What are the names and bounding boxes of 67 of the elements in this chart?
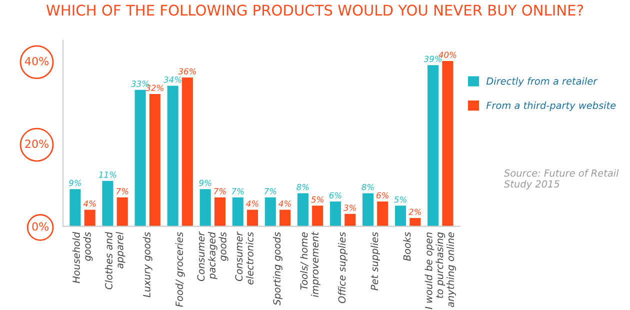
bar xyxy=(297,193,308,226)
x-tick-label: Office supplies xyxy=(338,232,348,304)
bar xyxy=(410,218,421,226)
bar xyxy=(232,197,244,226)
y-tick-label: 40% xyxy=(24,56,48,66)
bar xyxy=(264,197,276,226)
bar xyxy=(116,197,128,226)
x-tick-label: I would be open to purchasing anything online xyxy=(424,232,456,310)
bar xyxy=(312,206,324,226)
y-tick-label: 0% xyxy=(32,222,48,231)
data-label: 11% xyxy=(98,172,116,178)
data-label: 7% xyxy=(214,188,226,194)
data-label: 9% xyxy=(68,180,82,186)
bar xyxy=(246,210,258,226)
bar xyxy=(442,60,454,226)
bar xyxy=(214,197,226,226)
data-label: 36% xyxy=(178,68,196,74)
bar xyxy=(200,189,211,226)
data-label: 5% xyxy=(311,196,324,203)
bar xyxy=(84,210,96,226)
x-tick-label: Clothes and apparel xyxy=(104,232,126,290)
bar xyxy=(330,202,341,226)
bar xyxy=(280,210,291,226)
data-label: 3% xyxy=(344,204,356,211)
data-label: 33% xyxy=(131,80,149,87)
x-tick-label: Books xyxy=(403,232,411,261)
data-label: 7% xyxy=(232,188,244,194)
bar xyxy=(167,86,178,226)
x-tick-label: Sporting goods xyxy=(273,232,282,306)
x-tick-label: Tools/ home improvement xyxy=(300,232,320,297)
data-label: 7% xyxy=(116,188,128,194)
y-tick-label: 20% xyxy=(25,140,48,148)
bar xyxy=(182,78,193,226)
legend-label: Directly from a retailer xyxy=(486,77,598,87)
x-tick-label: Household goods xyxy=(72,232,93,284)
data-label: 6% xyxy=(329,192,342,198)
source-note: Source: Future of Retail Study 2015 xyxy=(504,169,619,190)
data-label: 34% xyxy=(164,76,182,83)
bar xyxy=(428,65,439,226)
data-label: 2% xyxy=(408,208,422,216)
data-label: 39% xyxy=(424,56,442,62)
x-tick-label: Luxury goods xyxy=(142,232,152,298)
bar xyxy=(344,214,356,226)
x-tick-label: Consumer packaged goods xyxy=(197,231,228,282)
x-tick-label: Pet supplies xyxy=(370,232,380,290)
bar xyxy=(377,202,388,226)
legend-label: From a third-party website xyxy=(486,102,616,111)
bar xyxy=(394,206,406,226)
x-tick-label: Consumer electronics xyxy=(235,231,254,284)
data-label: 6% xyxy=(376,192,388,198)
bar xyxy=(362,193,374,226)
bar xyxy=(70,189,81,226)
data-label: 4% xyxy=(278,200,291,207)
data-label: 40% xyxy=(438,52,456,58)
bar xyxy=(134,90,146,226)
data-label: 32% xyxy=(146,84,164,92)
data-label: 4% xyxy=(83,200,96,207)
data-label: 8% xyxy=(296,184,309,190)
bar xyxy=(102,180,114,226)
data-label: 5% xyxy=(394,196,406,203)
chart-title: WHICH OF THE FOLLOWING PRODUCTS WOULD YOU NEVER BUY ONLINE? xyxy=(46,4,584,16)
data-label: 9% xyxy=(199,180,212,186)
data-label: 8% xyxy=(362,184,374,190)
bar xyxy=(149,94,160,226)
data-label: 4% xyxy=(246,200,258,207)
x-tick-label: Food/ groceries xyxy=(175,232,185,307)
data-label: 7% xyxy=(264,188,276,194)
